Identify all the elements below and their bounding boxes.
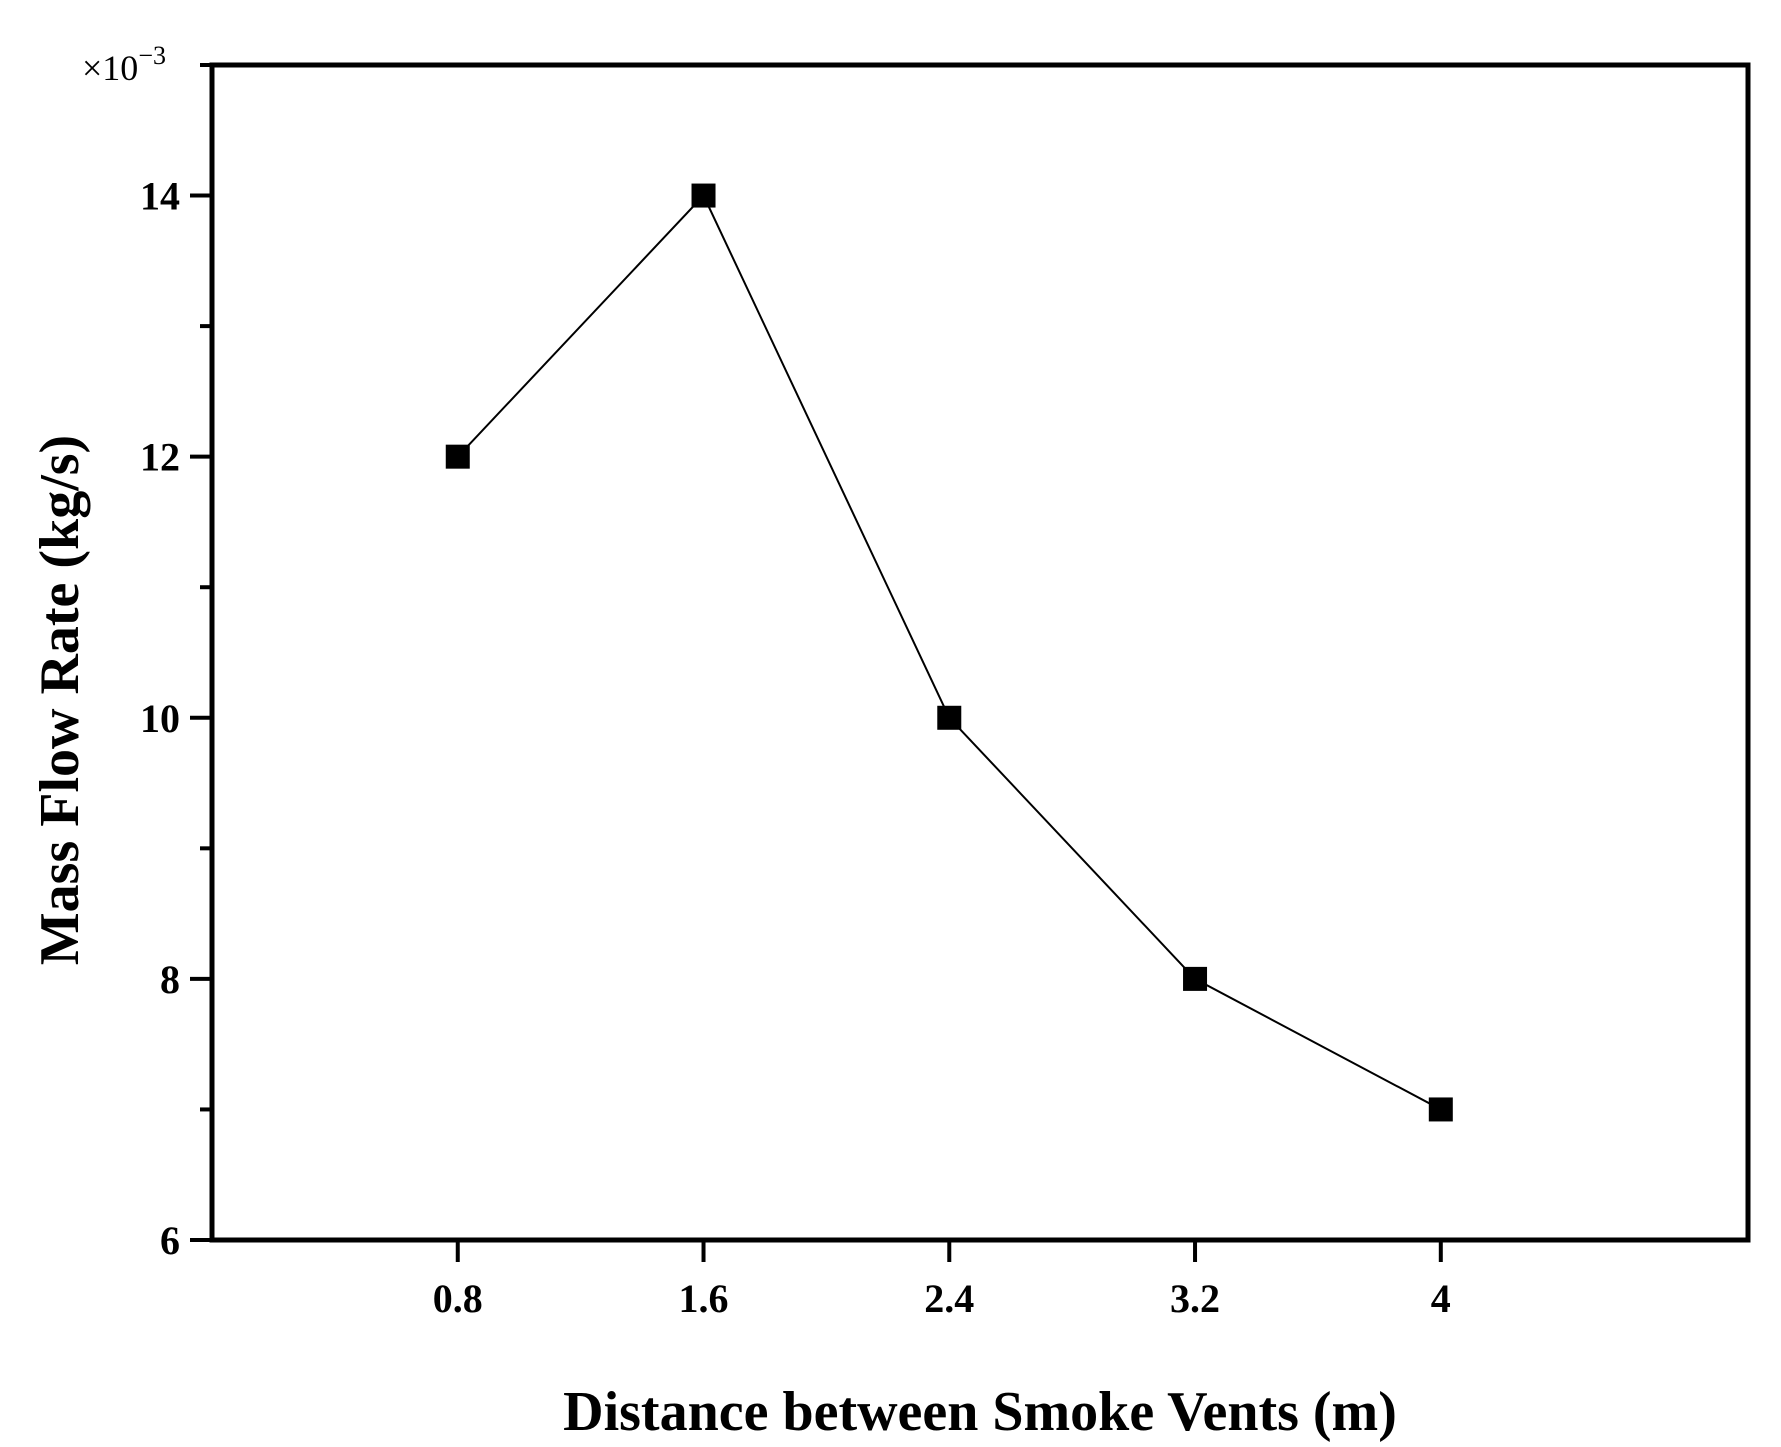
y-axis-multiplier-exponent: −3 [138,41,166,70]
series-layer [445,183,1453,1122]
y-axis-title: Mass Flow Rate (kg/s) [29,435,91,965]
series-line [457,193,1442,1111]
data-point-marker [1428,1097,1453,1122]
x-axis-ticks: 0.8 1.6 2.4 3.2 4 [433,1240,1451,1321]
data-point-marker [445,444,470,469]
x-tick-label: 2.4 [924,1276,974,1321]
y-tick-label: 14 [140,174,180,219]
y-tick-label: 6 [160,1218,180,1263]
y-axis-multiplier: ×10−3 [82,41,166,88]
x-tick-label: 4 [1431,1276,1451,1321]
data-point-marker [1183,966,1208,991]
data-point-marker [937,705,962,730]
y-tick-label: 12 [140,435,180,480]
y-tick-label: 8 [160,957,180,1002]
y-axis-multiplier-base: ×10 [82,48,138,88]
y-tick-label: 10 [140,696,180,741]
x-tick-label: 0.8 [433,1276,483,1321]
x-tick-label: 3.2 [1170,1276,1220,1321]
plot-frame [209,62,1751,1243]
x-tick-label: 1.6 [679,1276,729,1321]
x-axis-title: Distance between Smoke Vents (m) [563,1381,1397,1443]
data-point-marker [691,183,716,208]
y-axis-ticks: 6 8 10 12 14 [140,63,212,1263]
